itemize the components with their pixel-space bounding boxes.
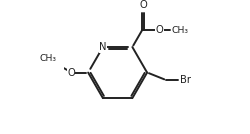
Text: O: O <box>67 68 75 78</box>
Text: O: O <box>139 0 147 10</box>
Text: Br: Br <box>180 75 191 85</box>
Text: CH₃: CH₃ <box>172 26 189 35</box>
Text: N: N <box>99 42 107 52</box>
Text: CH₃: CH₃ <box>39 54 56 63</box>
Text: O: O <box>156 25 163 35</box>
